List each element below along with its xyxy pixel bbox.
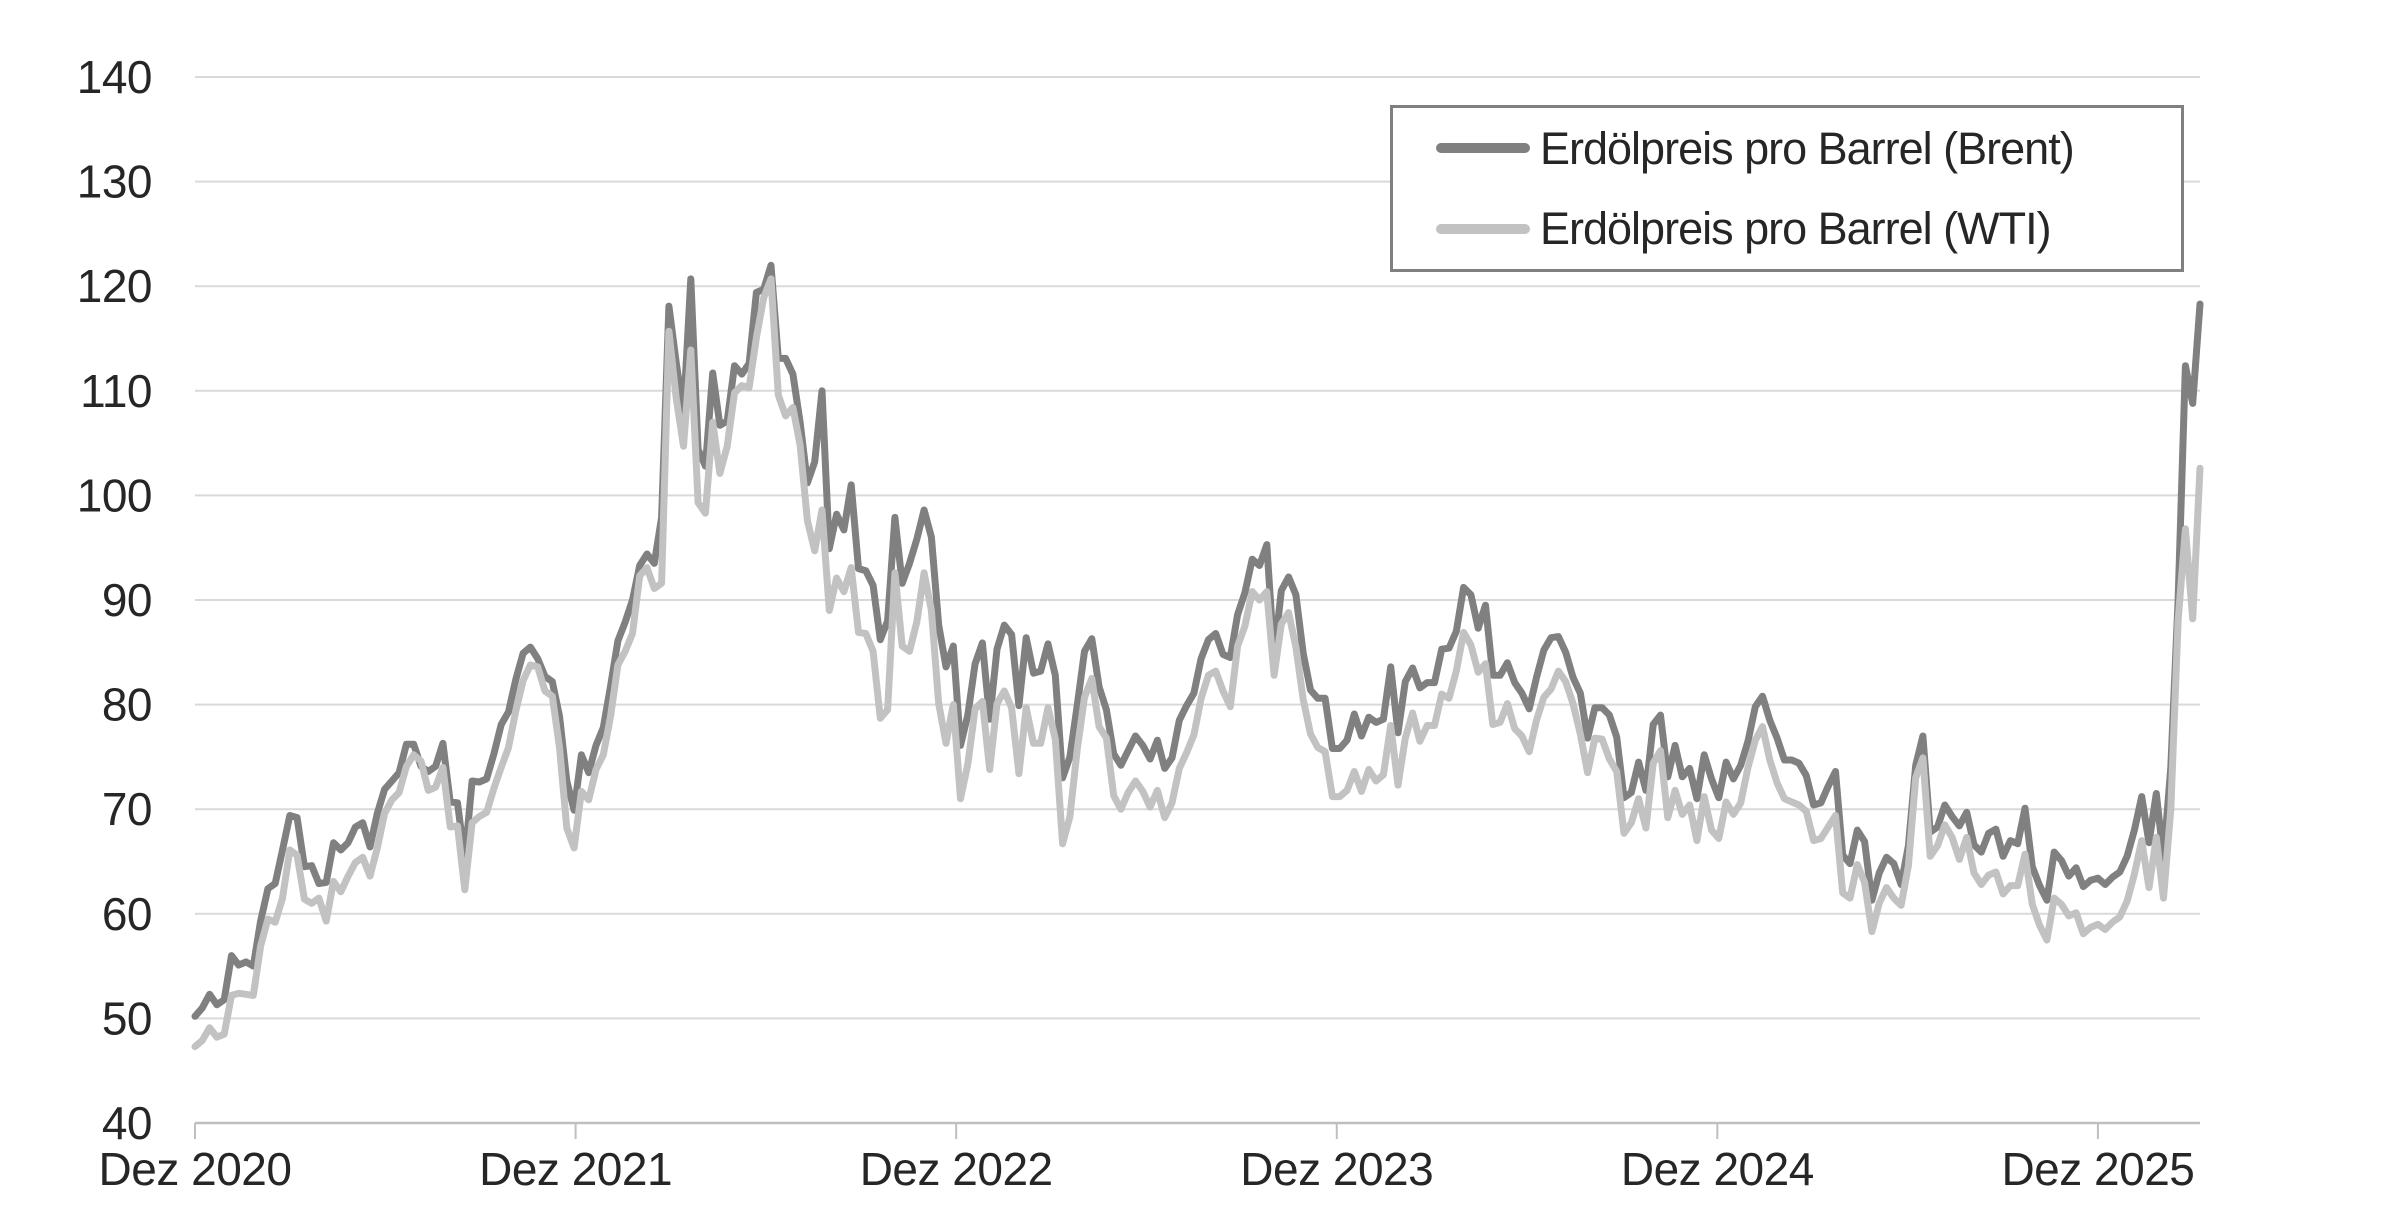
x-tick-label: Dez 2025 (2001, 1143, 2194, 1195)
y-tick-label: 90 (102, 574, 152, 626)
x-tick-label: Dez 2020 (99, 1143, 292, 1195)
legend-label-brent: Erdölpreis pro Barrel (Brent) (1540, 122, 2075, 174)
y-tick-label: 50 (102, 992, 152, 1044)
y-tick-label: 70 (102, 783, 152, 835)
chart-legend: Erdölpreis pro Barrel (Brent) Erdölpreis… (1390, 105, 2184, 272)
legend-label-wti: Erdölpreis pro Barrel (WTI) (1540, 203, 2052, 255)
x-tick-label: Dez 2023 (1240, 1143, 1433, 1195)
brent-line-swatch (1436, 143, 1530, 154)
y-tick-label: 120 (77, 260, 152, 312)
y-tick-label: 60 (102, 888, 152, 940)
y-tick-label: 40 (102, 1097, 152, 1149)
y-tick-label: 110 (80, 365, 152, 417)
wti-series-line (191, 275, 2204, 1051)
brent-series-line (191, 261, 2204, 1020)
x-tick-label: Dez 2022 (860, 1143, 1053, 1195)
x-tick-label: Dez 2021 (479, 1143, 672, 1195)
y-tick-label: 80 (102, 679, 152, 731)
y-tick-label: 130 (77, 156, 152, 208)
y-tick-label: 140 (77, 51, 152, 103)
legend-item-wti: Erdölpreis pro Barrel (WTI) (1436, 206, 2181, 251)
x-tick-label: Dez 2024 (1621, 1143, 1814, 1195)
wti-line-swatch (1436, 223, 1530, 234)
legend-item-brent: Erdölpreis pro Barrel (Brent) (1436, 126, 2181, 171)
y-tick-label: 100 (77, 469, 152, 521)
